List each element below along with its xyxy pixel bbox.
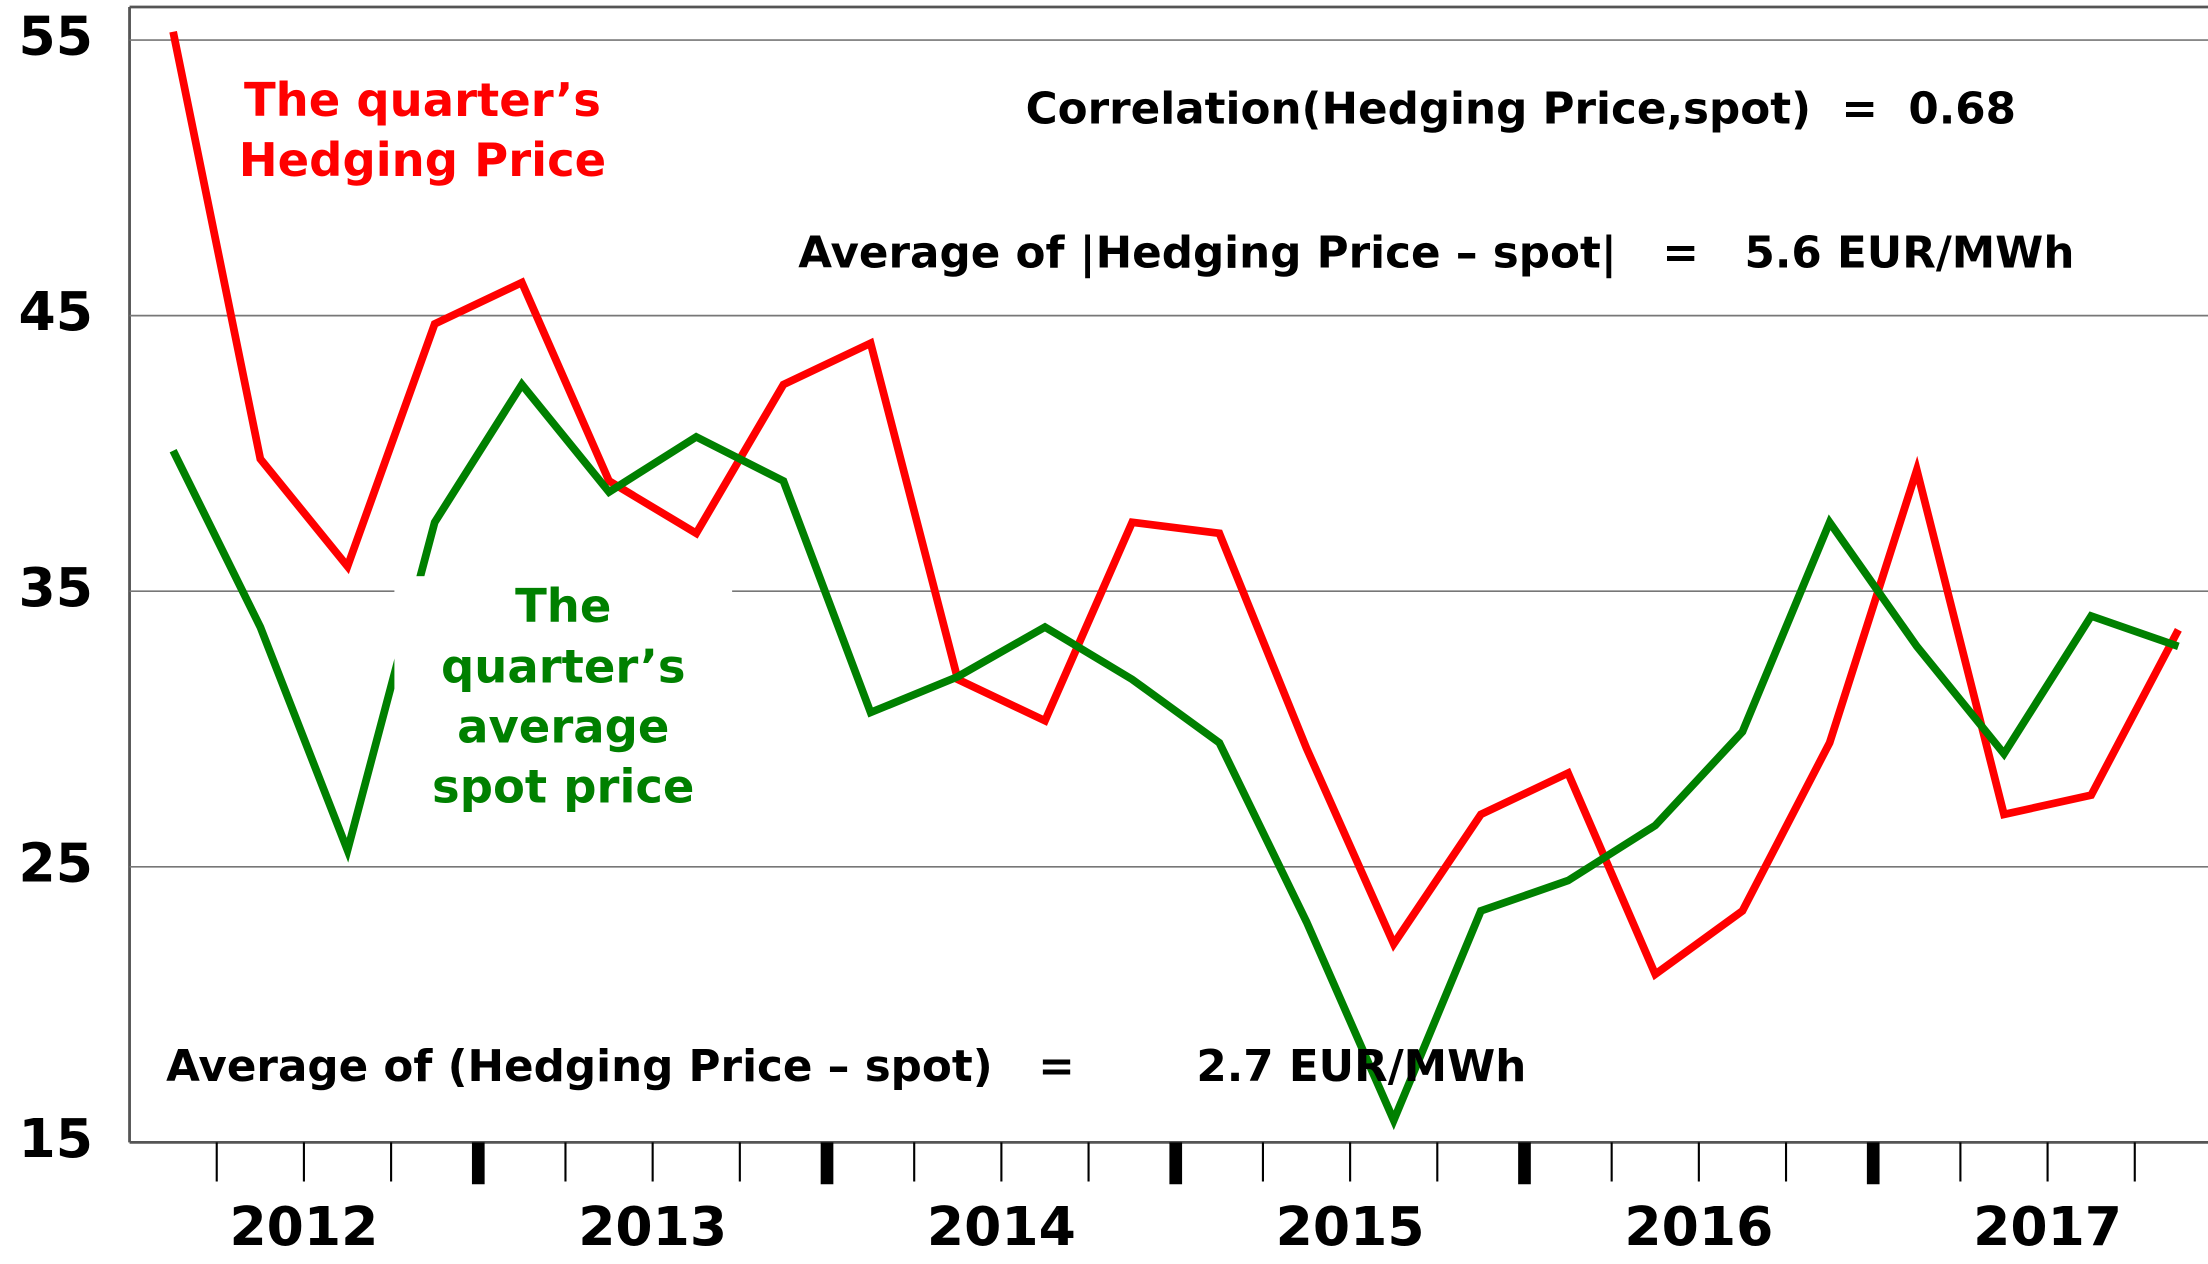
x-tick-label: 2015 (1276, 1196, 1425, 1258)
legend-entry: The quarter’s Hedging Price (238, 72, 607, 188)
x-tick-label: 2017 (1973, 1196, 2122, 1258)
series-line (169, 377, 2180, 1131)
annotation: Average of (Hedging Price – spot) = 2.7 … (166, 1042, 1526, 1092)
legend-entry: The quarter’s average spot price (394, 576, 733, 817)
y-tick-label: 35 (18, 557, 92, 619)
x-tick-label: 2013 (578, 1196, 727, 1258)
x-tick-label: 2012 (229, 1196, 378, 1258)
grid (128, 5, 2208, 1185)
series-line (169, 31, 2182, 981)
marks (169, 31, 2182, 1131)
annotation: Correlation(Hedging Price,spot) = 0.68 (1026, 84, 2016, 134)
y-tick-label: 55 (18, 6, 92, 68)
series-label: The quarter’s average spot price (394, 576, 733, 817)
annotation: Average of |Hedging Price – spot| = 5.6 … (798, 228, 2074, 278)
y-tick-label: 45 (18, 281, 92, 343)
x-tick-label: 2014 (927, 1196, 1076, 1258)
series-label: The quarter’s Hedging Price (238, 72, 607, 188)
y-tick-label: 25 (18, 833, 92, 895)
y-tick-label: 15 (18, 1108, 92, 1170)
x-tick-label: 2016 (1624, 1196, 1773, 1258)
